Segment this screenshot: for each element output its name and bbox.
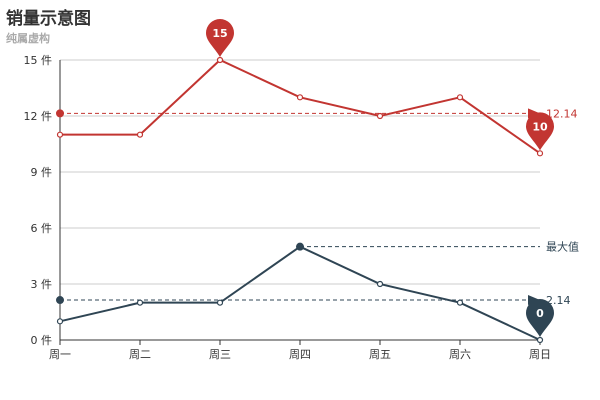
y-tick-label: 9 件 — [31, 166, 53, 179]
average-line-start — [56, 109, 64, 118]
data-point — [536, 336, 544, 344]
x-tick-label: 周四 — [289, 348, 311, 361]
x-tick-label: 周一 — [49, 348, 71, 361]
data-point — [136, 131, 144, 138]
mark-point-pin — [206, 19, 234, 57]
x-tick-label: 周日 — [529, 348, 551, 361]
average-line-start — [56, 296, 64, 305]
max-point-dot — [296, 242, 304, 251]
series-line — [60, 58, 541, 155]
mark-point-label: 0 — [536, 307, 544, 320]
data-point — [216, 299, 224, 306]
series-1: 12.14 15 10 — [56, 19, 578, 157]
y-tick-label: 15 件 — [24, 54, 53, 67]
data-point — [376, 112, 384, 120]
series-2: 2.14 最大值 0 — [56, 240, 579, 344]
x-tick-label: 周二 — [129, 348, 151, 361]
y-tick-label: 12 件 — [24, 110, 53, 123]
mark-point-label: 10 — [532, 120, 548, 133]
data-point — [136, 299, 144, 306]
max-line-label: 最大值 — [546, 240, 579, 254]
series-line — [59, 245, 541, 341]
x-tick-label: 周五 — [369, 348, 391, 361]
data-point — [456, 299, 464, 306]
mark-point-pin — [526, 112, 554, 151]
chart-subtitle: 纯属虚构 — [6, 32, 50, 45]
x-tick-label: 周六 — [449, 348, 471, 361]
data-point — [56, 131, 64, 138]
data-point — [216, 56, 224, 64]
average-label: 2.14 — [546, 294, 571, 307]
chart-title: 销量示意图 — [6, 9, 91, 29]
mark-point-pin — [526, 299, 554, 337]
average-label: 12.14 — [546, 107, 578, 120]
y-tick-label: 0 件 — [31, 334, 53, 347]
mark-point-label: 15 — [212, 27, 227, 40]
data-point — [296, 94, 304, 101]
data-point — [56, 318, 64, 325]
data-point — [536, 150, 544, 157]
y-tick-label: 3 件 — [31, 278, 53, 291]
data-point — [376, 280, 384, 288]
x-tick-label: 周三 — [209, 348, 231, 361]
y-tick-label: 6 件 — [31, 222, 53, 235]
data-point — [456, 94, 464, 101]
